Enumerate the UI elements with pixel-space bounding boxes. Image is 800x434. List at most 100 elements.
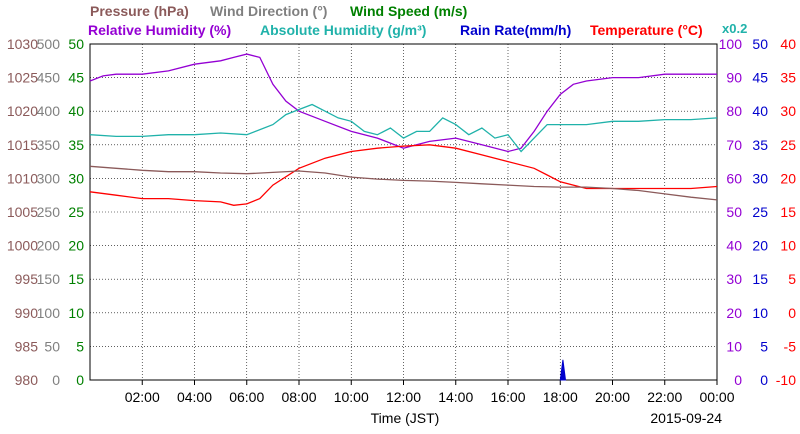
grid: [90, 44, 717, 380]
temperature-tick-label: 5: [788, 271, 796, 287]
rain-rate-tick-label: 35: [752, 137, 768, 153]
legend-wind-direction: Wind Direction (°): [210, 3, 327, 19]
pressure-tick-label: 1015: [7, 137, 38, 153]
wind-speed-tick-label: 30: [68, 170, 84, 186]
wind-direction-tick-label: 50: [44, 338, 60, 354]
rain-rate-tick-label: 5: [760, 338, 768, 354]
rain-rate-tick-label: 0: [760, 372, 768, 388]
x-tick-label: 00:00: [699, 389, 734, 405]
series-rain-rate-mm-h: [559, 359, 567, 381]
x-tick-label: 22:00: [647, 389, 682, 405]
relative-humidity-tick-label: 10: [726, 338, 742, 354]
rain-rate-tick-label: 10: [752, 305, 768, 321]
legend-rain-rate: Rain Rate(mm/h): [460, 22, 571, 38]
legend-pressure: Pressure (hPa): [90, 3, 189, 19]
pressure-tick-label: 1000: [7, 238, 38, 254]
chart-date: 2015-09-24: [650, 410, 722, 426]
wind-speed-tick-label: 35: [68, 137, 84, 153]
rain-rate-tick-label: 15: [752, 271, 768, 287]
series-relative-humidity: [89, 53, 717, 153]
legend: Pressure (hPa) Wind Direction (°) Wind S…: [88, 3, 747, 38]
x-tick-label: 16:00: [490, 389, 525, 405]
x-tick-label: 04:00: [177, 389, 212, 405]
relative-humidity-tick-label: 30: [726, 271, 742, 287]
legend-absolute-humidity: Absolute Humidity (g/m³): [260, 22, 426, 38]
temperature-tick-label: -10: [776, 372, 796, 388]
x-tick-label: 10:00: [334, 389, 369, 405]
wind-speed-tick-label: 15: [68, 271, 84, 287]
temperature-tick-label: 10: [780, 238, 796, 254]
pressure-tick-label: 1005: [7, 204, 38, 220]
pressure-tick-label: 980: [15, 372, 39, 388]
pressure-tick-label: 1010: [7, 170, 38, 186]
rain-rate-tick-label: 50: [752, 36, 768, 52]
x-tick-label: 20:00: [595, 389, 630, 405]
right-axes: 0102030405060708090100051015202530354045…: [719, 36, 797, 388]
legend-wind-speed: Wind Speed (m/s): [350, 3, 467, 19]
rain-rate-tick-label: 30: [752, 170, 768, 186]
wind-direction-tick-label: 450: [37, 70, 61, 86]
relative-humidity-tick-label: 50: [726, 204, 742, 220]
pressure-tick-label: 995: [15, 271, 39, 287]
pressure-tick-label: 985: [15, 338, 39, 354]
wind-speed-tick-label: 45: [68, 70, 84, 86]
temperature-tick-label: 40: [780, 36, 796, 52]
pressure-tick-label: 1025: [7, 70, 38, 86]
wind-direction-tick-label: 100: [37, 305, 61, 321]
wind-speed-tick-label: 50: [68, 36, 84, 52]
series-temperature-c: [89, 144, 718, 206]
wind-direction-tick-label: 0: [52, 372, 60, 388]
temperature-tick-label: 0: [788, 305, 796, 321]
x-axis: 02:00 04:00 06:00 08:00 10:00 12:00 14:00 16:00…: [125, 380, 735, 405]
temperature-tick-label: 35: [780, 70, 796, 86]
relative-humidity-tick-label: 60: [726, 170, 742, 186]
series-pressure-hpa: [89, 165, 718, 201]
pressure-tick-label: 1020: [7, 103, 38, 119]
x-axis-label: Time (JST): [371, 410, 440, 426]
relative-humidity-tick-label: 40: [726, 238, 742, 254]
rain-rate-tick-label: 20: [752, 238, 768, 254]
legend-relative-humidity: Relative Humidity (%): [88, 22, 231, 38]
relative-humidity-tick-label: 100: [719, 36, 743, 52]
relative-humidity-tick-label: 90: [726, 70, 742, 86]
relative-humidity-tick-label: 20: [726, 305, 742, 321]
wind-direction-tick-label: 250: [37, 204, 61, 220]
wind-speed-tick-label: 10: [68, 305, 84, 321]
relative-humidity-tick-label: 0: [734, 372, 742, 388]
rain-rate-tick-label: 40: [752, 103, 768, 119]
x-tick-label: 18:00: [543, 389, 578, 405]
abs-humidity-scale-note: x0.2: [722, 21, 747, 36]
wind-speed-tick-label: 40: [68, 103, 84, 119]
rain-rate-tick-label: 25: [752, 204, 768, 220]
rain-rate-tick-label: 45: [752, 70, 768, 86]
relative-humidity-tick-label: 70: [726, 137, 742, 153]
x-tick-label: 08:00: [281, 389, 316, 405]
wind-direction-tick-label: 200: [37, 238, 61, 254]
x-tick-label: 14:00: [438, 389, 473, 405]
temperature-tick-label: 30: [780, 103, 796, 119]
pressure-tick-label: 1030: [7, 36, 38, 52]
relative-humidity-tick-label: 80: [726, 103, 742, 119]
wind-direction-tick-label: 350: [37, 137, 61, 153]
wind-speed-tick-label: 0: [76, 372, 84, 388]
x-tick-label: 12:00: [386, 389, 421, 405]
temperature-tick-label: 25: [780, 137, 796, 153]
temperature-tick-label: -5: [784, 338, 797, 354]
x-tick-label: 06:00: [229, 389, 264, 405]
wind-speed-tick-label: 5: [76, 338, 84, 354]
wind-direction-tick-label: 150: [37, 271, 61, 287]
x-tick-label: 02:00: [125, 389, 160, 405]
series-lines: [89, 53, 718, 381]
legend-temperature: Temperature (°C): [590, 22, 703, 38]
wind-direction-tick-label: 500: [37, 36, 61, 52]
temperature-tick-label: 20: [780, 170, 796, 186]
temperature-tick-label: 15: [780, 204, 796, 220]
pressure-tick-label: 990: [15, 305, 39, 321]
series-absolute-humidity-g-m-x: [89, 103, 718, 153]
wind-direction-tick-label: 300: [37, 170, 61, 186]
wind-direction-tick-label: 400: [37, 103, 61, 119]
left-axes: 9809859909951000100510101015102010251030…: [7, 36, 84, 388]
wind-speed-tick-label: 20: [68, 238, 84, 254]
wind-speed-tick-label: 25: [68, 204, 84, 220]
